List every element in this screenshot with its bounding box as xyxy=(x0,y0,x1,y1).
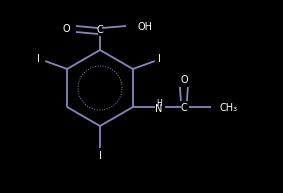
Text: O: O xyxy=(62,24,70,34)
Text: I: I xyxy=(98,151,101,161)
Text: I: I xyxy=(158,54,161,64)
Text: O: O xyxy=(180,75,188,85)
Text: H: H xyxy=(156,100,162,108)
Text: C: C xyxy=(181,103,187,113)
Text: OH: OH xyxy=(138,22,153,32)
Text: N: N xyxy=(155,104,163,114)
Text: I: I xyxy=(37,54,40,64)
Text: CH₃: CH₃ xyxy=(220,103,238,113)
Text: C: C xyxy=(97,25,103,35)
